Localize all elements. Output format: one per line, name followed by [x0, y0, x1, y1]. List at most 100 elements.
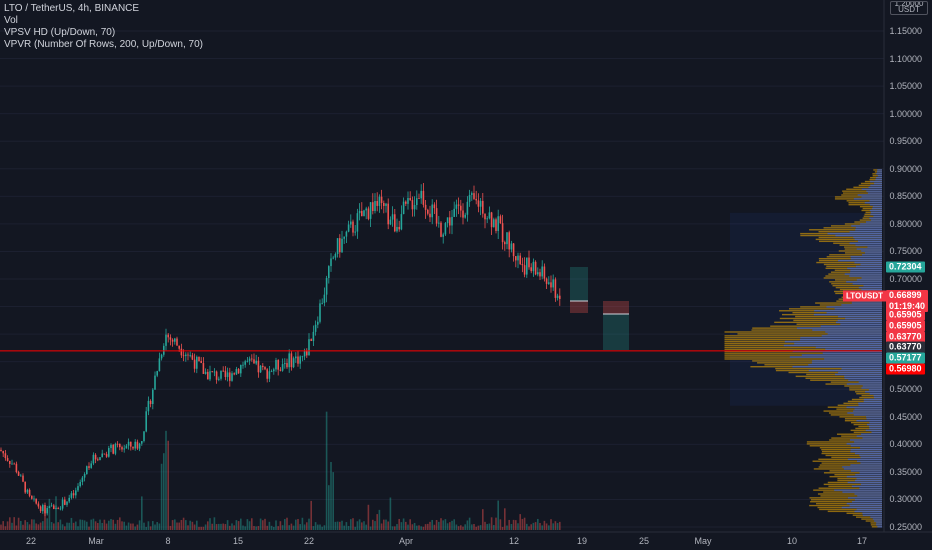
vp-row-up — [844, 273, 882, 275]
vp-row-up — [853, 198, 882, 200]
volume-bar — [244, 526, 246, 530]
vp-row-up — [859, 454, 882, 457]
vp-row-up — [855, 229, 882, 231]
candle-body — [224, 370, 227, 378]
volume-bar — [119, 517, 121, 530]
vp-row-down — [871, 526, 882, 528]
vp-row-up — [868, 186, 882, 189]
candle-body — [391, 214, 394, 220]
candle-body — [213, 371, 216, 373]
candle-body — [92, 454, 95, 464]
candle-body — [552, 279, 554, 288]
time-tick-label: Apr — [398, 536, 414, 546]
volume-bar — [4, 526, 7, 530]
candle-body — [165, 334, 167, 346]
candle-body — [207, 371, 209, 380]
vp-row-down — [724, 348, 882, 351]
volume-bar — [176, 522, 178, 530]
volume-bars — [0, 411, 561, 530]
vp-row-up — [799, 338, 882, 341]
volume-bar — [134, 526, 136, 530]
candle-body — [141, 441, 143, 444]
vp-row-down — [819, 508, 882, 511]
time-tick-label: 8 — [165, 536, 171, 546]
vp-row-down — [826, 265, 882, 268]
candle-body — [31, 495, 33, 499]
volume-bar — [411, 524, 414, 530]
vp-row-up — [862, 437, 882, 439]
price-tick-label: 1.10000 — [889, 53, 922, 64]
vp-row-up — [822, 352, 882, 354]
price-tick-label: 0.25000 — [889, 522, 922, 532]
vp-row-down — [872, 175, 882, 177]
vp-row-up — [870, 219, 882, 221]
volume-bar — [301, 517, 304, 530]
volume-bar — [13, 517, 15, 530]
vp-row-up — [856, 508, 882, 511]
vp-row-up — [851, 501, 882, 503]
vp-row-up — [877, 169, 882, 171]
vp-row-up — [858, 402, 882, 405]
vp-row-up — [835, 321, 882, 324]
candle-body — [534, 261, 537, 275]
volume-bar — [545, 523, 548, 530]
candle-body — [108, 448, 110, 457]
candle-body — [101, 453, 103, 458]
symbol-title[interactable]: LTO / TetherUS, 4h, BINANCE — [4, 3, 140, 14]
volume-bar — [473, 523, 475, 530]
candle-body — [449, 217, 451, 226]
volume-bar — [372, 519, 374, 530]
vp-row-up — [837, 319, 882, 322]
vp-row-up — [853, 414, 882, 416]
volume-indicator-label[interactable]: Vol — [4, 15, 18, 26]
volume-bar — [449, 522, 451, 530]
volume-bar — [378, 509, 381, 530]
candle-body — [341, 238, 343, 253]
volume-bar — [347, 525, 350, 530]
candle-body — [466, 201, 469, 215]
candle-body — [442, 234, 444, 237]
vp-row-up — [869, 427, 882, 430]
candle-body — [286, 363, 288, 368]
volume-bar — [191, 521, 194, 530]
vp-row-up — [850, 269, 882, 271]
candle-body — [240, 364, 242, 374]
vp-row-up — [850, 271, 882, 273]
volume-bar — [559, 521, 561, 530]
candle-body — [57, 508, 59, 509]
candle-body — [152, 389, 154, 405]
volume-bar — [464, 524, 466, 530]
vpvr-indicator-label[interactable]: VPVR (Number Of Rows, 200, Up/Down, 70) — [4, 39, 203, 50]
candle-body — [510, 243, 513, 250]
volume-bar — [420, 526, 422, 530]
vp-row-up — [877, 526, 882, 528]
volume-bar — [310, 500, 312, 530]
vp-row-down — [823, 483, 882, 486]
candle-body — [233, 373, 235, 375]
vp-row-up — [862, 514, 882, 516]
volume-bar — [125, 525, 128, 530]
candle-body — [328, 266, 330, 279]
candle-body — [350, 221, 352, 225]
price-unit-selector[interactable]: 1.20000 USDT — [890, 1, 928, 15]
candle-body — [90, 463, 92, 468]
vp-row-up — [858, 404, 882, 406]
vp-row-down — [815, 238, 882, 241]
volume-bar — [31, 519, 33, 530]
candle-body — [292, 358, 295, 368]
volume-bar — [405, 521, 407, 530]
long-position-stop-zone — [570, 301, 588, 313]
candle-body — [191, 355, 194, 360]
candle-body — [468, 194, 471, 202]
candle-body — [53, 505, 55, 509]
vpsv-indicator-label[interactable]: VPSV HD (Up/Down, 70) — [4, 27, 116, 38]
vp-row-up — [847, 412, 882, 414]
vp-row-up — [826, 311, 882, 314]
volume-bar — [222, 523, 224, 530]
vp-row-down — [823, 263, 882, 266]
candle-body — [105, 454, 108, 457]
candle-body — [303, 351, 306, 357]
candle-body — [229, 372, 231, 381]
vp-row-up — [874, 520, 882, 522]
